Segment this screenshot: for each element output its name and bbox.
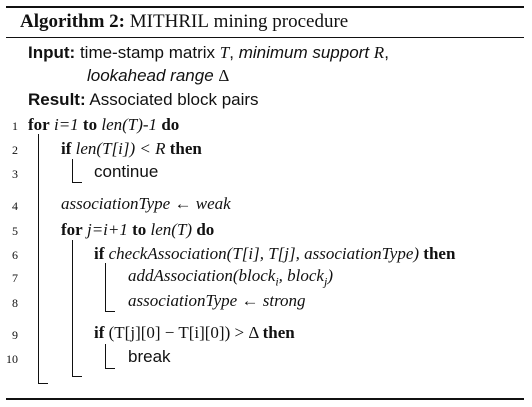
algorithm-title: Algorithm 2: MITHRIL mining procedure	[20, 11, 348, 33]
algo-line-4: 4 associationType ← weak	[0, 193, 532, 219]
top-rule	[6, 6, 524, 8]
line-number: 5	[12, 224, 18, 238]
algorithm-title-rest: mining procedure	[213, 11, 349, 32]
line-number: 4	[12, 199, 18, 213]
line-number: 7	[12, 271, 18, 285]
expr: len(T)	[150, 220, 193, 239]
result-text: Associated block pairs	[89, 90, 259, 109]
subscript-i: i	[275, 274, 279, 289]
block-foot-for-inner	[72, 376, 82, 378]
kw-then: then	[423, 244, 456, 263]
block-line-if-1	[72, 159, 74, 183]
kw-to: to	[82, 115, 98, 134]
expr: associationType ← weak	[61, 194, 231, 213]
block-foot-if-1	[72, 182, 82, 184]
expr: addAssociation(block	[128, 266, 276, 285]
block-line-for-inner	[72, 240, 74, 377]
input-prefix: time-stamp matrix	[79, 43, 216, 62]
kw-then: then	[169, 139, 202, 158]
line-number: 8	[12, 296, 18, 310]
result-line: Result: Associated block pairs	[28, 90, 259, 110]
block-foot-if-2	[105, 311, 115, 313]
line-number: 9	[12, 328, 18, 342]
algo-line-2: 2 if len(T[i]) < R then	[0, 137, 532, 163]
algo-line-10: 10 break	[0, 346, 532, 372]
expr: len(T[i]) < R	[75, 139, 166, 158]
algo-line-1: 1 for i=1 to len(T)-1 do	[0, 113, 532, 139]
algorithm-label: Algorithm 2:	[20, 11, 126, 32]
line-number: 6	[12, 248, 18, 262]
input-delta: Δ	[218, 66, 230, 85]
block-foot-for-outer	[38, 383, 48, 385]
input-comma: ,	[384, 43, 389, 62]
expr: len(T)-1	[101, 115, 158, 134]
input-R: R	[373, 43, 385, 62]
block-foot-if-3	[105, 368, 115, 370]
input-min-support: minimum support	[238, 43, 370, 62]
line-number: 10	[6, 352, 18, 366]
algo-line-9: 9 if (T[j][0] − T[i][0]) > Δ then	[0, 322, 532, 348]
expr: j=i+1	[86, 220, 128, 239]
subscript-j: j	[323, 274, 328, 289]
expr: checkAssociation(T[i], T[j], association…	[108, 244, 420, 263]
algo-line-7: 7 addAssociation(blocki, blockj)	[0, 265, 532, 291]
algorithm-name: MITHRIL	[129, 11, 209, 32]
input-T: T	[219, 43, 230, 62]
kw-then: then	[262, 323, 295, 342]
kw-to: to	[132, 220, 147, 239]
result-label: Result:	[28, 90, 86, 109]
input-label: Input:	[28, 43, 76, 62]
line-number: 2	[12, 143, 18, 157]
kw-if: if	[94, 323, 105, 342]
break-text: break	[128, 347, 171, 366]
block-line-for-outer	[38, 134, 40, 384]
algo-line-8: 8 associationType ← strong	[0, 290, 532, 316]
input-line-1: Input: time-stamp matrix T, minimum supp…	[28, 43, 389, 63]
line-number: 3	[12, 167, 18, 181]
input-sep: ,	[229, 43, 234, 62]
algo-line-3: 3 continue	[0, 161, 532, 187]
line-number: 1	[12, 119, 18, 133]
algo-line-5: 5 for j=i+1 to len(T) do	[0, 218, 532, 244]
kw-if: if	[61, 139, 72, 158]
continue-text: continue	[94, 162, 159, 181]
kw-if: if	[94, 244, 105, 263]
bottom-rule	[6, 398, 524, 400]
input-lookahead: lookahead range	[87, 66, 214, 85]
input-line-2: lookahead range Δ	[87, 66, 229, 86]
expr: associationType ← strong	[128, 291, 306, 310]
expr: , block	[278, 266, 324, 285]
title-rule	[6, 37, 524, 38]
kw-do: do	[196, 220, 215, 239]
algo-line-6: 6 if checkAssociation(T[i], T[j], associ…	[0, 242, 532, 268]
kw-do: do	[161, 115, 180, 134]
kw-for: for	[61, 220, 83, 239]
block-line-if-3	[105, 344, 107, 369]
block-line-if-2	[105, 263, 107, 312]
expr: )	[327, 266, 333, 285]
kw-for: for	[28, 115, 50, 134]
expr: (T[j][0] − T[i][0]) > Δ	[108, 323, 259, 342]
expr: i=1	[53, 115, 79, 134]
